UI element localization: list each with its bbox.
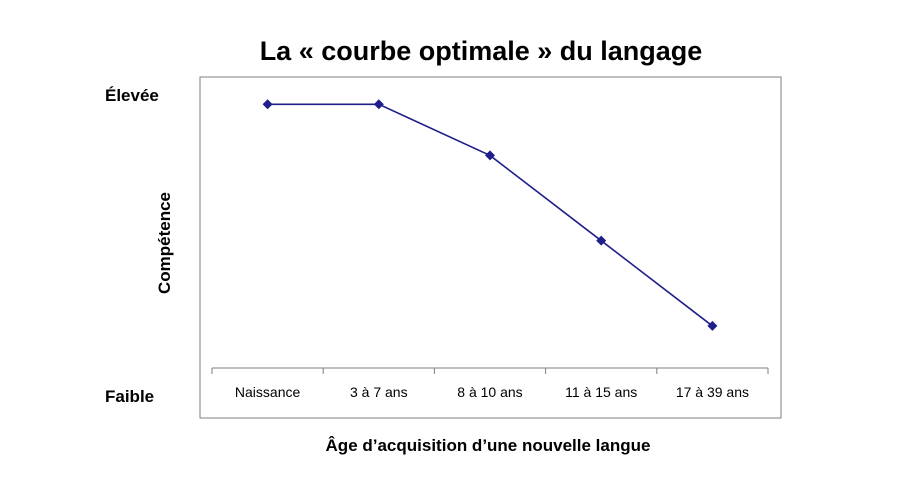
data-point-marker	[596, 235, 607, 246]
y-high-label: Élevée	[105, 86, 159, 105]
x-tick-label: 8 à 10 ans	[457, 384, 522, 400]
x-axis-label: Âge d’acquisition d’une nouvelle langue	[326, 436, 651, 455]
x-tick-label: 11 à 15 ans	[565, 384, 637, 400]
x-tick-label: Naissance	[235, 384, 301, 400]
x-axis-tick-labels: Naissance 3 à 7 ans 8 à 10 ans 11 à 15 ans 1…	[235, 384, 749, 400]
data-point-marker	[707, 320, 718, 331]
data-point-marker	[373, 99, 384, 110]
y-axis-label: Compétence	[155, 192, 174, 294]
data-point-marker	[262, 99, 273, 110]
series-markers	[262, 99, 718, 331]
x-tick-label: 17 à 39 ans	[676, 384, 749, 400]
x-axis-ticks	[211, 368, 769, 374]
data-point-marker	[485, 150, 495, 161]
chart-title: La « courbe optimale » du langage	[260, 36, 703, 66]
y-low-label: Faible	[105, 387, 154, 406]
plot-area	[199, 76, 782, 419]
x-tick-label: 3 à 7 ans	[350, 384, 408, 400]
